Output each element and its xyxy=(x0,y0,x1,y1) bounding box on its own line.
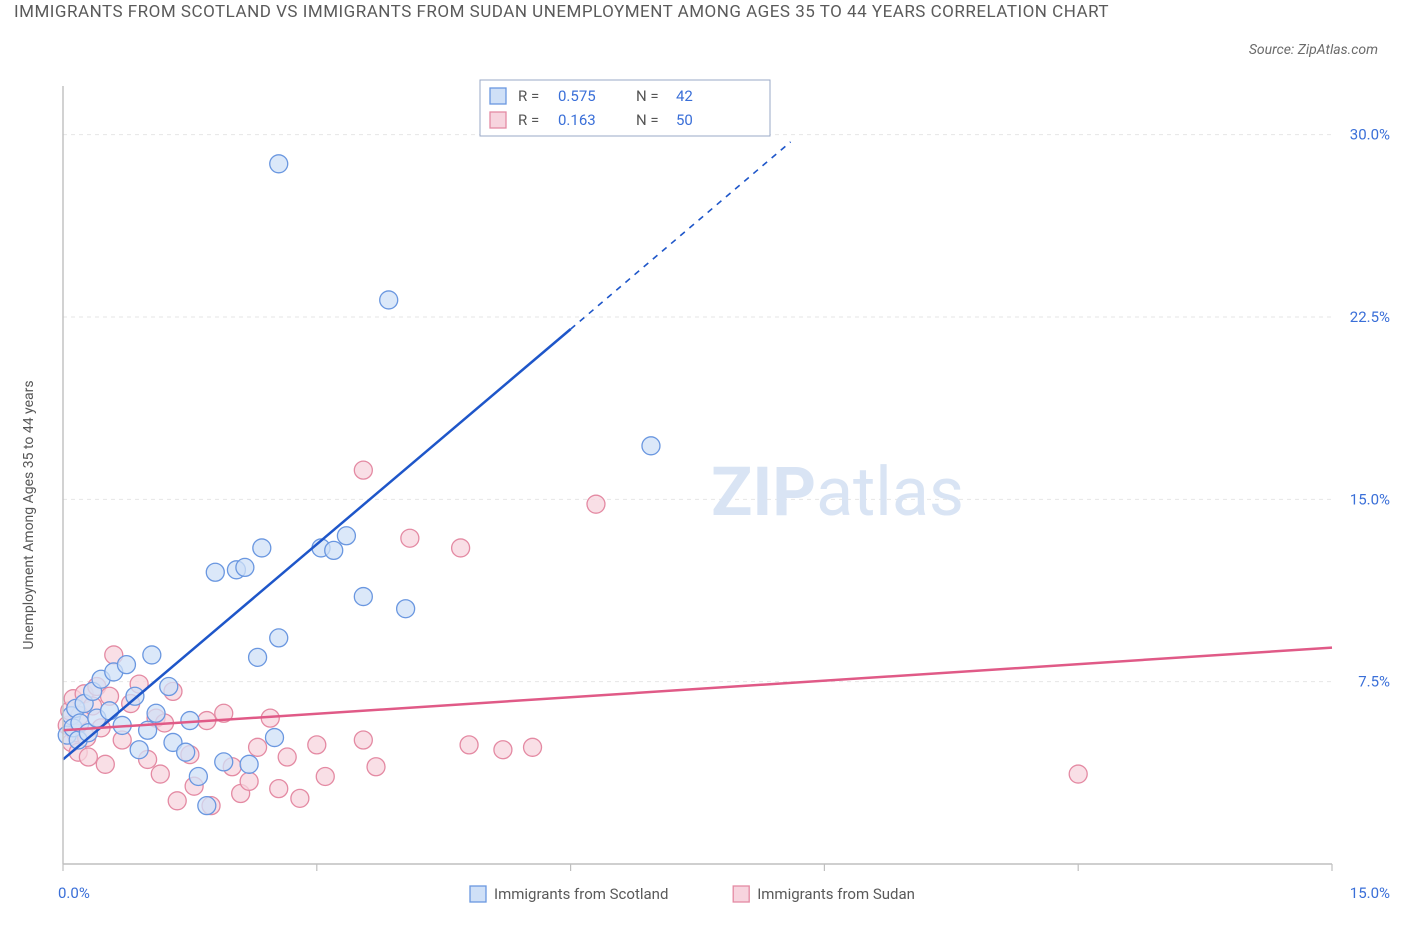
sudan-point xyxy=(278,748,296,766)
legend-stat-label: R = xyxy=(518,111,539,129)
sudan-point xyxy=(151,765,169,783)
scotland-point xyxy=(270,629,288,647)
scotland-point xyxy=(325,541,343,559)
scotland-point xyxy=(101,702,119,720)
sudan-point xyxy=(240,772,258,790)
legend-stat-label: R = xyxy=(518,87,539,105)
sudan-point xyxy=(249,738,267,756)
legend-stat-value: 0.163 xyxy=(558,111,596,129)
y-tick-label: 15.0% xyxy=(1350,490,1390,508)
sudan-point xyxy=(494,741,512,759)
scotland-point xyxy=(397,600,415,618)
scotland-point xyxy=(189,767,207,785)
y-tick-label: 7.5% xyxy=(1358,673,1390,691)
scotland-point xyxy=(240,755,258,773)
scotland-point xyxy=(249,648,267,666)
sudan-point xyxy=(270,780,288,798)
sudan-point xyxy=(367,758,385,776)
legend-stat-label: N = xyxy=(636,87,659,105)
scotland-point xyxy=(117,656,135,674)
sudan-point xyxy=(96,755,114,773)
scotland-point xyxy=(236,558,254,576)
sudan-point xyxy=(460,736,478,754)
legend-stat-label: N = xyxy=(636,111,659,129)
legend-item-label: Immigrants from Scotland xyxy=(494,885,668,903)
sudan-point xyxy=(316,767,334,785)
scotland-point xyxy=(253,539,271,557)
scotland-point xyxy=(147,704,165,722)
chart-svg: 7.5% 15.0% 22.5% 30.0% ZIPatlas Unemployment … xyxy=(0,74,1406,930)
y-tick-label: 22.5% xyxy=(1350,308,1390,326)
scotland-trend xyxy=(63,329,571,759)
legend-swatch xyxy=(490,88,506,104)
sudan-point xyxy=(354,731,372,749)
legend-stat-value: 42 xyxy=(676,87,693,105)
x-tick-label-right: 15.0% xyxy=(1350,884,1390,902)
scotland-point xyxy=(337,527,355,545)
scotland-point xyxy=(215,753,233,771)
scotland-point xyxy=(143,646,161,664)
scotland-point xyxy=(266,729,284,747)
chart-area: 7.5% 15.0% 22.5% 30.0% ZIPatlas Unemployment … xyxy=(0,74,1406,930)
chart-title: IMMIGRANTS FROM SCOTLAND VS IMMIGRANTS F… xyxy=(14,0,1114,26)
sudan-point xyxy=(79,748,97,766)
scotland-point xyxy=(380,291,398,309)
scotland-point xyxy=(130,741,148,759)
x-tick-label-left: 0.0% xyxy=(58,884,90,902)
sudan-point xyxy=(401,529,419,547)
sudan-point xyxy=(1069,765,1087,783)
legend-item-label: Immigrants from Sudan xyxy=(757,885,915,903)
sudan-point xyxy=(168,792,186,810)
sudan-point xyxy=(308,736,326,754)
legend-swatch xyxy=(733,886,749,902)
sudan-point xyxy=(587,495,605,513)
scotland-point xyxy=(642,437,660,455)
source-label: Source: ZipAtlas.com xyxy=(1249,42,1378,58)
watermark: ZIPatlas xyxy=(711,452,964,532)
legend-stat-value: 50 xyxy=(676,111,693,129)
legend-swatch xyxy=(470,886,486,902)
scotland-trend-ext xyxy=(571,142,791,329)
sudan-point xyxy=(291,789,309,807)
scotland-point xyxy=(198,797,216,815)
y-tick-label: 30.0% xyxy=(1350,126,1390,144)
scotland-point xyxy=(206,563,224,581)
sudan-point xyxy=(452,539,470,557)
y-axis-label: Unemployment Among Ages 35 to 44 years xyxy=(21,380,37,649)
scotland-point xyxy=(354,588,372,606)
sudan-point xyxy=(354,461,372,479)
scotland-point xyxy=(270,155,288,173)
legend-stat-value: 0.575 xyxy=(558,87,596,105)
scotland-point xyxy=(177,743,195,761)
scotland-point xyxy=(160,678,178,696)
sudan-point xyxy=(524,738,542,756)
legend-swatch xyxy=(490,112,506,128)
